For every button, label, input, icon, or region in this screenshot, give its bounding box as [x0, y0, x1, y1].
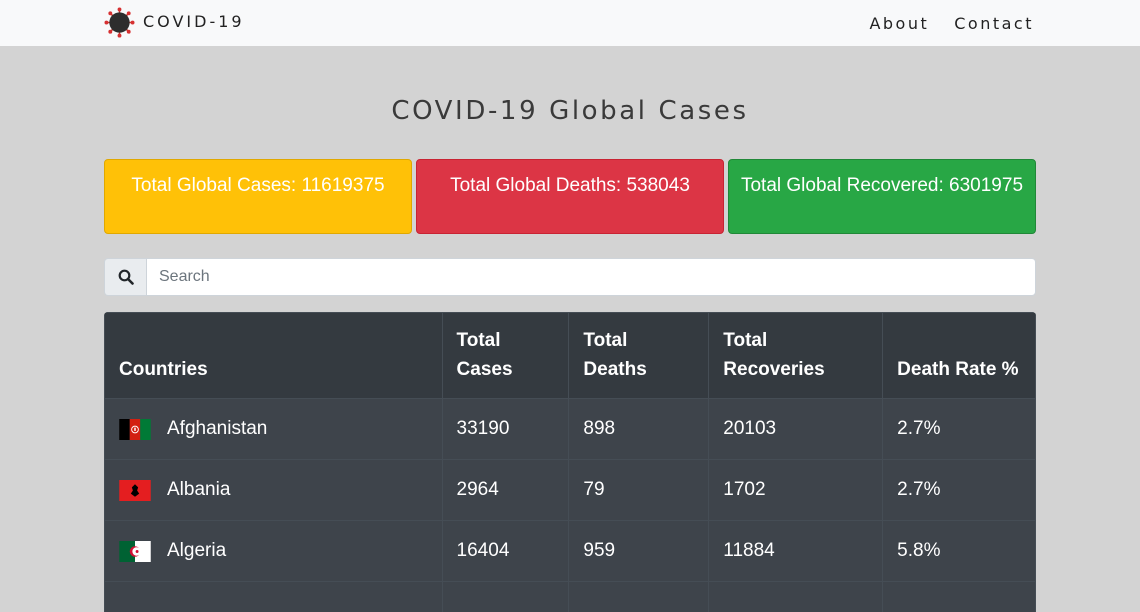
table-row: Algeria 16404 959 11884 5.8%	[105, 521, 1036, 582]
death-rate-cell: 2.7%	[883, 399, 1036, 460]
country-cell: Algeria	[105, 521, 443, 582]
header-total-cases[interactable]: Total Cases	[442, 313, 569, 399]
table-row: Albania 2964 79 1702 2.7%	[105, 460, 1036, 521]
countries-table: Countries Total Cases Total Deaths Total…	[104, 312, 1036, 612]
country-cell: Albania	[105, 460, 443, 521]
brand-link[interactable]: COVID-19	[104, 7, 245, 38]
header-countries[interactable]: Countries	[105, 313, 443, 399]
table-row	[105, 582, 1036, 612]
header-total-recoveries[interactable]: Total Recoveries	[709, 313, 883, 399]
countries-table-wrapper: Countries Total Cases Total Deaths Total…	[104, 312, 1036, 612]
death-rate-cell: 5.8%	[883, 521, 1036, 582]
country-cell	[105, 582, 443, 612]
nav-link-about[interactable]: About	[869, 14, 929, 33]
total-recoveries-cell: 20103	[709, 399, 883, 460]
search-icon	[118, 269, 134, 285]
total-cases-cell	[442, 582, 569, 612]
navbar: COVID-19 About Contact	[0, 0, 1140, 46]
total-recoveries-cell: 11884	[709, 521, 883, 582]
total-cases-cell: 2964	[442, 460, 569, 521]
search-input[interactable]	[146, 258, 1036, 296]
total-recovered-card: Total Global Recovered: 6301975	[728, 159, 1036, 234]
algeria-flag-icon	[119, 541, 151, 562]
country-cell: Afghanistan	[105, 399, 443, 460]
page-title: COVID-19 Global Cases	[0, 96, 1140, 126]
virus-logo-icon	[104, 7, 135, 38]
total-deaths-cell: 79	[569, 460, 709, 521]
total-recoveries-cell: 1702	[709, 460, 883, 521]
total-deaths-cell: 898	[569, 399, 709, 460]
afghanistan-flag-icon	[119, 419, 151, 440]
summary-cards: Total Global Cases: 11619375 Total Globa…	[104, 159, 1036, 234]
total-recoveries-cell	[709, 582, 883, 612]
total-deaths-cell	[569, 582, 709, 612]
nav-link-contact[interactable]: Contact	[954, 14, 1034, 33]
albania-flag-icon	[119, 480, 151, 501]
total-cases-cell: 33190	[442, 399, 569, 460]
brand-text: COVID-19	[143, 12, 245, 31]
country-name: Albania	[167, 479, 230, 501]
death-rate-cell	[883, 582, 1036, 612]
header-death-rate[interactable]: Death Rate %	[883, 313, 1036, 399]
search-group	[104, 258, 1036, 296]
search-addon	[104, 258, 146, 296]
total-deaths-card: Total Global Deaths: 538043	[416, 159, 724, 234]
header-total-deaths[interactable]: Total Deaths	[569, 313, 709, 399]
death-rate-cell: 2.7%	[883, 460, 1036, 521]
total-cases-cell: 16404	[442, 521, 569, 582]
table-header-row: Countries Total Cases Total Deaths Total…	[105, 313, 1036, 399]
nav-links: About Contact	[869, 14, 1034, 33]
table-row: Afghanistan 33190 898 20103 2.7%	[105, 399, 1036, 460]
total-deaths-cell: 959	[569, 521, 709, 582]
country-name: Afghanistan	[167, 418, 267, 440]
country-name: Algeria	[167, 540, 226, 562]
total-cases-card: Total Global Cases: 11619375	[104, 159, 412, 234]
